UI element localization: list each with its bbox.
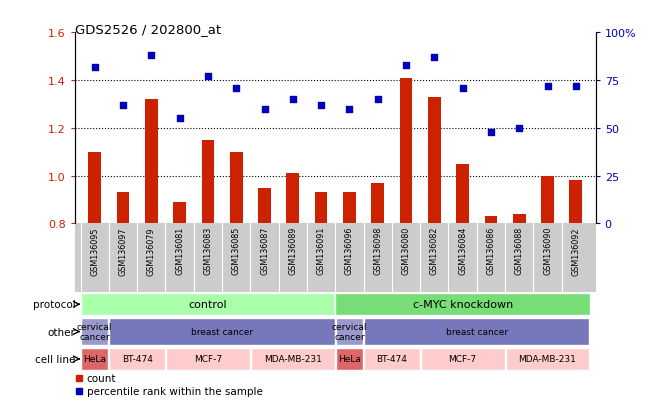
Text: GSM136084: GSM136084	[458, 227, 467, 275]
Bar	[428, 97, 441, 224]
Point	[288, 97, 298, 103]
Bar	[145, 100, 158, 224]
Point	[231, 85, 242, 92]
Text: other: other	[48, 327, 76, 337]
Text: GSM136089: GSM136089	[288, 227, 298, 275]
Bar	[109, 348, 165, 370]
Text: cell line: cell line	[35, 354, 76, 364]
Bar	[364, 348, 420, 370]
Point	[514, 125, 525, 132]
Text: GSM136079: GSM136079	[146, 227, 156, 275]
Bar	[251, 348, 335, 370]
Bar	[371, 183, 384, 224]
Text: MDA-MB-231: MDA-MB-231	[519, 354, 577, 363]
Text: cervical
cancer: cervical cancer	[77, 322, 113, 342]
Bar	[173, 202, 186, 224]
Bar	[335, 293, 590, 316]
Point	[401, 62, 411, 69]
Bar	[81, 293, 335, 316]
Text: GSM136091: GSM136091	[316, 227, 326, 275]
Text: GSM136081: GSM136081	[175, 227, 184, 275]
Text: GSM136096: GSM136096	[345, 227, 354, 275]
Point	[458, 85, 468, 92]
Text: GSM136097: GSM136097	[118, 227, 128, 275]
Bar	[81, 318, 108, 345]
Bar	[286, 174, 299, 224]
Bar	[314, 193, 327, 224]
Point	[202, 74, 213, 80]
Text: GSM136085: GSM136085	[232, 227, 241, 275]
Text: HeLa: HeLa	[83, 354, 106, 363]
Bar	[258, 188, 271, 224]
Point	[316, 102, 326, 109]
Point	[486, 129, 496, 135]
Bar	[89, 152, 101, 224]
Point	[146, 52, 156, 59]
Point	[259, 106, 270, 113]
Text: GSM136082: GSM136082	[430, 227, 439, 275]
Text: GSM136092: GSM136092	[572, 227, 580, 275]
Text: GSM136090: GSM136090	[543, 227, 552, 275]
Bar	[570, 181, 582, 224]
Text: breast cancer: breast cancer	[446, 327, 508, 336]
Text: GSM136098: GSM136098	[373, 227, 382, 275]
Bar	[109, 318, 335, 345]
Text: cervical
cancer: cervical cancer	[331, 322, 367, 342]
Text: GSM136080: GSM136080	[402, 227, 411, 275]
Bar	[364, 318, 589, 345]
Text: protocol: protocol	[33, 299, 76, 309]
Bar	[336, 318, 363, 345]
Text: GSM136086: GSM136086	[486, 227, 495, 275]
Bar	[456, 164, 469, 224]
Bar	[400, 78, 412, 224]
Text: BT-474: BT-474	[122, 354, 152, 363]
Text: percentile rank within the sample: percentile rank within the sample	[87, 387, 262, 396]
Text: MDA-MB-231: MDA-MB-231	[264, 354, 322, 363]
Bar	[81, 348, 108, 370]
Bar	[117, 193, 130, 224]
Text: GDS2526 / 202800_at: GDS2526 / 202800_at	[75, 23, 221, 36]
Text: GSM136095: GSM136095	[90, 227, 99, 275]
Bar	[484, 217, 497, 224]
Text: c-MYC knockdown: c-MYC knockdown	[413, 299, 513, 309]
Text: MCF-7: MCF-7	[449, 354, 477, 363]
Bar	[202, 140, 214, 224]
Point	[174, 116, 185, 122]
Text: GSM136088: GSM136088	[515, 227, 524, 275]
Bar	[166, 348, 250, 370]
Bar	[336, 348, 363, 370]
Point	[89, 64, 100, 71]
Text: GSM136087: GSM136087	[260, 227, 269, 275]
Bar	[541, 176, 554, 224]
Bar	[343, 193, 356, 224]
Point	[372, 97, 383, 103]
Bar	[513, 214, 525, 224]
Text: count: count	[87, 373, 116, 383]
Bar	[506, 348, 589, 370]
Bar	[230, 152, 243, 224]
Bar	[421, 348, 505, 370]
Point	[344, 106, 355, 113]
Text: control: control	[189, 299, 227, 309]
Point	[429, 55, 439, 61]
Text: MCF-7: MCF-7	[194, 354, 222, 363]
Text: BT-474: BT-474	[376, 354, 408, 363]
Text: GSM136083: GSM136083	[203, 227, 212, 275]
Text: breast cancer: breast cancer	[191, 327, 253, 336]
Text: HeLa: HeLa	[338, 354, 361, 363]
Point	[118, 102, 128, 109]
Point	[542, 83, 553, 90]
Point	[571, 83, 581, 90]
